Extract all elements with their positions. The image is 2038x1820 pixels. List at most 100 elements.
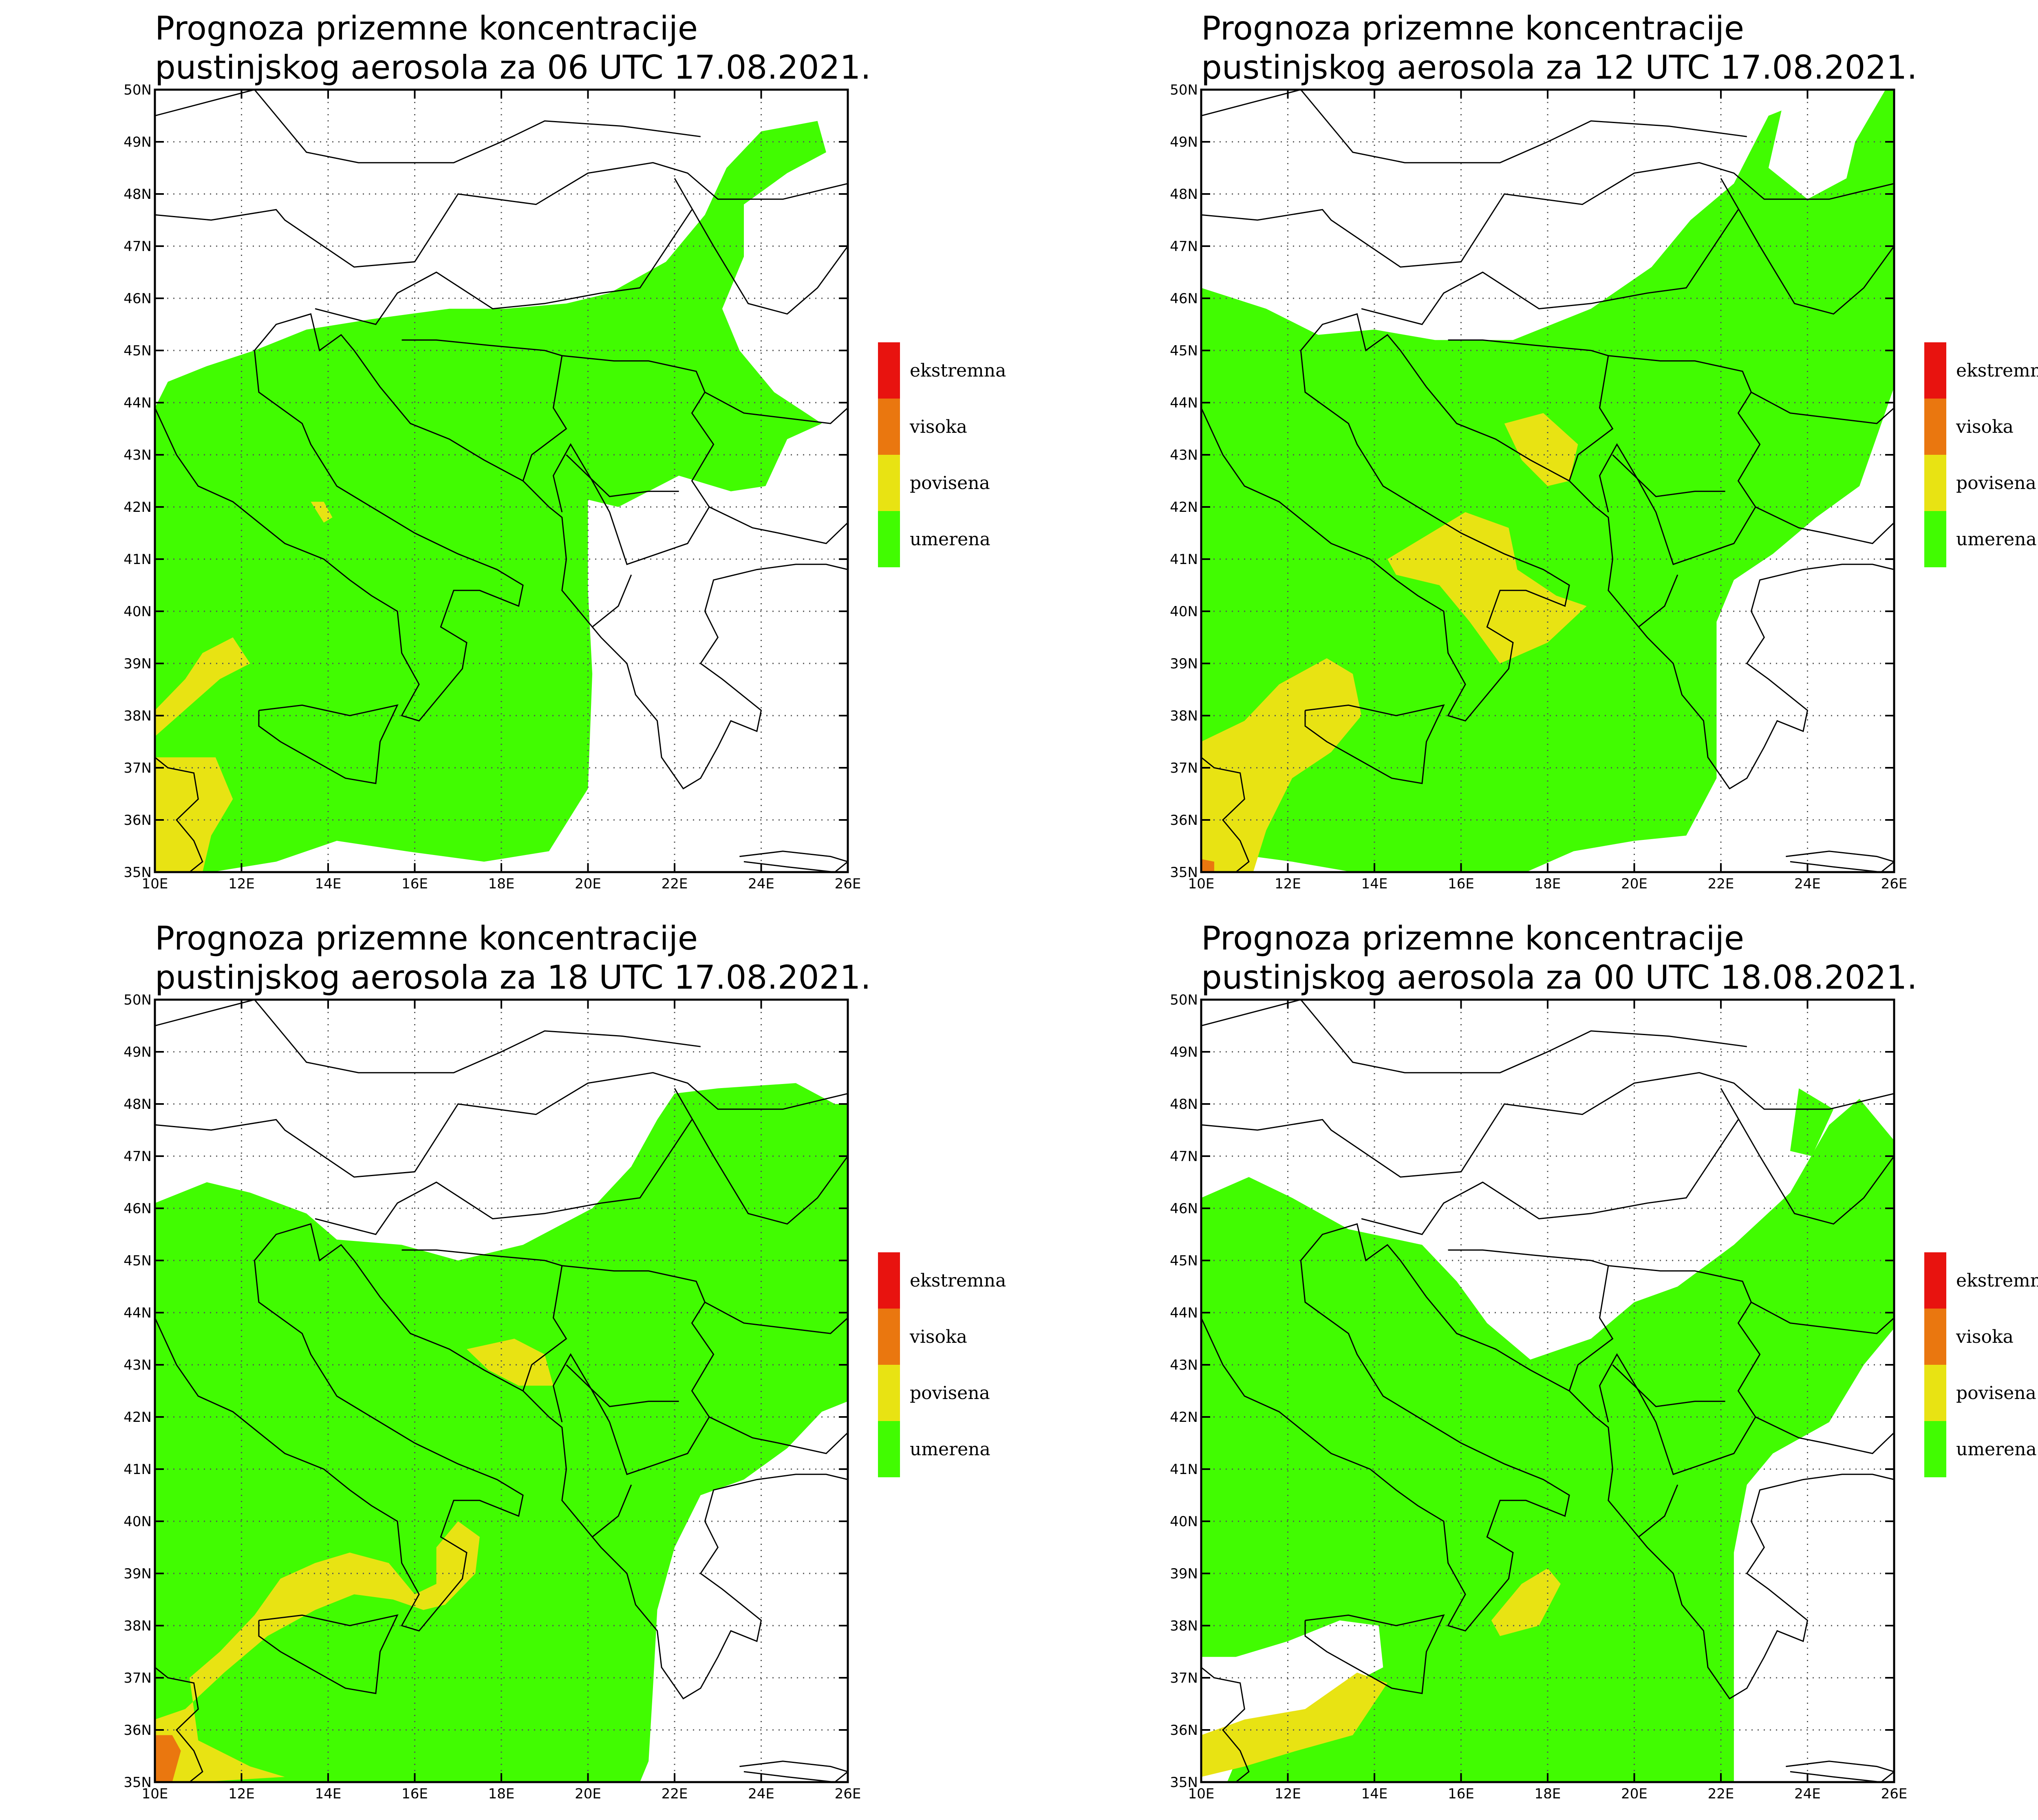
latitude-tick-label: 41N: [124, 551, 152, 568]
panel-title-line1: Prognoza prizemne koncentracije: [1201, 9, 1745, 47]
dust-region-povisena: [155, 757, 233, 872]
dust-region-visoka: [1201, 859, 1214, 872]
dust-region-umerena: [155, 1083, 848, 1782]
longitude-tick-label: 12E: [1275, 876, 1301, 888]
dust-region-povisena: [311, 502, 333, 523]
latitude-tick-label: 45N: [1170, 1253, 1198, 1269]
latitude-tick-label: 40N: [124, 1514, 152, 1530]
legend-swatch: [878, 1365, 900, 1421]
panel-title-line1: Prognoza prizemne koncentracije: [1201, 919, 1745, 957]
legend-label: ekstremna: [1956, 1270, 2038, 1291]
coastline: [739, 1761, 848, 1782]
latitude-tick-label: 48N: [1170, 186, 1198, 203]
latitude-tick-label: 36N: [124, 812, 152, 828]
longitude-tick-label: 10E: [1188, 876, 1215, 888]
coastline: [155, 1223, 848, 1700]
panel-title: Prognoza prizemne koncentracije pustinjs…: [155, 9, 871, 87]
coastline: [258, 1614, 399, 1694]
latitude-tick-label: 45N: [124, 1253, 152, 1269]
legend-swatch: [878, 1309, 900, 1365]
latitude-tick-label: 50N: [124, 992, 152, 1008]
latitude-tick-label: 38N: [124, 1618, 152, 1634]
latitude-tick-label: 40N: [1170, 1514, 1198, 1530]
country-border: [566, 1364, 679, 1407]
country-border: [709, 506, 848, 544]
longitude-tick-label: 22E: [1708, 1786, 1734, 1798]
legend-item-povisena: povisena: [878, 455, 1070, 511]
legend-swatch: [1924, 511, 1946, 567]
longitude-tick-label: 14E: [1361, 876, 1388, 888]
legend-swatch: [878, 511, 900, 567]
latitude-tick-label: 35N: [124, 1774, 152, 1791]
legend-item-ekstremna: ekstremna: [878, 342, 1070, 399]
latitude-tick-label: 43N: [124, 447, 152, 463]
legend-label: visoka: [1956, 416, 2014, 437]
latitude-tick-label: 35N: [124, 864, 152, 881]
forecast-panel-18utc: Prognoza prizemne koncentracije pustinjs…: [0, 910, 1046, 1820]
country-border: [1300, 90, 1747, 163]
longitude-tick-label: 16E: [401, 876, 428, 888]
longitude-tick-label: 24E: [748, 1786, 774, 1798]
latitude-tick-label: 37N: [1170, 1670, 1198, 1686]
legend-swatch: [1924, 1365, 1946, 1421]
latitude-tick-label: 39N: [124, 656, 152, 672]
legend-item-ekstremna: ekstremna: [1924, 342, 2038, 399]
country-border: [1751, 392, 1894, 424]
country-border: [254, 90, 701, 163]
latitude-tick-label: 44N: [1170, 395, 1198, 411]
latitude-tick-label: 41N: [1170, 1461, 1198, 1478]
country-border: [552, 1265, 715, 1475]
latitude-tick-label: 46N: [1170, 291, 1198, 307]
dust-region-povisena: [1491, 1568, 1561, 1636]
legend-label: visoka: [910, 1326, 967, 1347]
latitude-tick-label: 42N: [1170, 499, 1198, 516]
latitude-tick-label: 41N: [1170, 551, 1198, 568]
latitude-tick-label: 46N: [124, 291, 152, 307]
country-border: [155, 90, 255, 117]
country-border: [552, 355, 715, 565]
country-border: [1201, 90, 1301, 117]
country-border: [1638, 574, 1678, 628]
country-border: [709, 1416, 848, 1454]
legend-item-ekstremna: ekstremna: [878, 1252, 1070, 1309]
legend-swatch: [1924, 455, 1946, 511]
dust-region-povisena: [1201, 1672, 1387, 1777]
country-border: [704, 392, 848, 424]
latitude-tick-label: 42N: [1170, 1409, 1198, 1426]
longitude-tick-label: 24E: [1794, 1786, 1821, 1798]
country-border: [315, 1119, 693, 1235]
latitude-tick-label: 49N: [124, 1044, 152, 1060]
legend-label: umerena: [1956, 1439, 2037, 1460]
legend-label: ekstremna: [910, 1270, 1006, 1291]
latitude-tick-label: 44N: [1170, 1305, 1198, 1321]
plot-area: [155, 90, 848, 872]
legend-swatch: [878, 342, 900, 399]
country-border: [315, 209, 693, 325]
country-border: [155, 1072, 848, 1178]
country-border: [1599, 355, 1761, 565]
legend-item-povisena: povisena: [1924, 1365, 2038, 1421]
country-border: [1720, 1088, 1894, 1225]
legend-swatch: [878, 399, 900, 455]
longitude-tick-label: 22E: [662, 1786, 688, 1798]
legend-item-ekstremna: ekstremna: [1924, 1252, 2038, 1309]
legend-item-umerena: umerena: [1924, 1421, 2038, 1477]
coastline: [155, 757, 203, 872]
country-border: [1612, 454, 1725, 497]
latitude-tick-label: 40N: [1170, 604, 1198, 620]
legend-swatch: [1924, 1252, 1946, 1309]
coastline: [1201, 1223, 1894, 1700]
legend-item-povisena: povisena: [878, 1365, 1070, 1421]
country-border: [1720, 178, 1894, 315]
country-border: [1201, 1000, 1301, 1027]
coastline: [1201, 313, 1894, 790]
concentration-legend: ekstremna visoka povisena umerena: [1924, 342, 2038, 567]
panel-title-line1: Prognoza prizemne koncentracije: [155, 919, 698, 957]
longitude-tick-label: 16E: [1448, 1786, 1474, 1798]
latitude-tick-label: 36N: [124, 1722, 152, 1738]
dust-concentration-map: 10E 12E 14E 16E 18E 20E 22E 24E 26E 35N 36N 37N 38N 3…: [1170, 82, 1907, 888]
dust-concentration-map: 10E 12E 14E 16E 18E 20E 22E 24E 26E 35N 36N 37N 38N 3…: [124, 82, 861, 888]
legend-label: povisena: [1956, 1383, 2036, 1404]
longitude-tick-label: 16E: [1448, 876, 1474, 888]
country-border: [1751, 1302, 1894, 1334]
